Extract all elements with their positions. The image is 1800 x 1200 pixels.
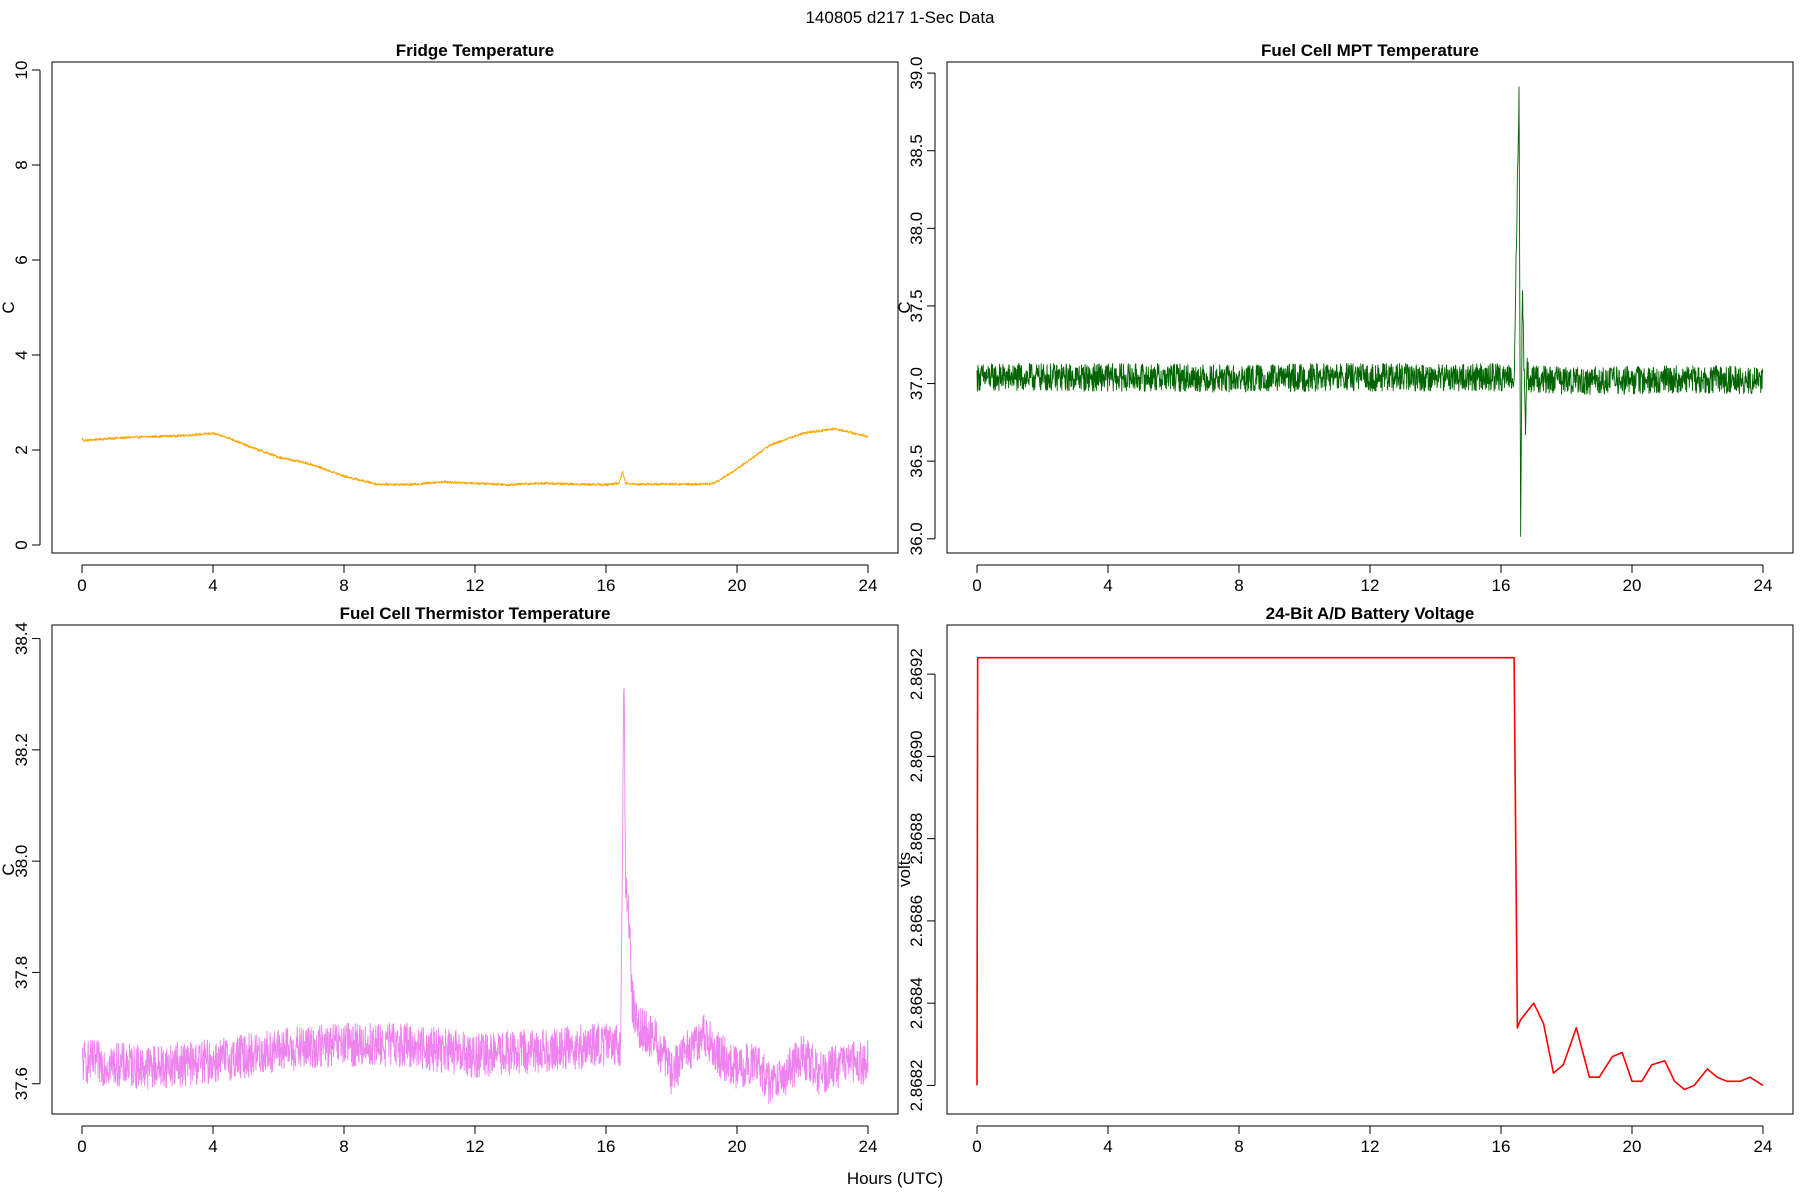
series-line [976, 86, 1764, 537]
series-line [81, 687, 869, 1104]
y-axis-label: C [0, 863, 18, 875]
y-tick-label: 10 [12, 61, 31, 80]
y-tick-label: 37.6 [12, 1067, 31, 1100]
chart-panel: Fuel Cell Thermistor Temperature 0 4 8 12 16 2… [0, 604, 899, 1156]
y-tick-label: 39.0 [907, 57, 926, 90]
y-tick-label: 37.5 [907, 289, 926, 322]
x-tick-label: 20 [1623, 576, 1642, 595]
y-tick-label: 38.4 [12, 622, 31, 655]
series-line [81, 427, 869, 487]
x-tick-label: 4 [208, 576, 217, 595]
y-tick-label: 4 [12, 350, 31, 359]
x-tick-label: 12 [466, 576, 485, 595]
x-tick-label: 4 [1103, 576, 1112, 595]
x-tick-label: 16 [597, 576, 616, 595]
x-tick-label: 24 [1754, 576, 1773, 595]
y-tick-label: 2.8688 [907, 813, 926, 865]
x-tick-label: 12 [1361, 576, 1380, 595]
y-tick-label: 2.8690 [907, 730, 926, 782]
plot-frame [946, 624, 1794, 1115]
plot-frame [946, 61, 1794, 554]
x-tick-label: 0 [77, 576, 86, 595]
x-tick-label: 16 [1492, 576, 1511, 595]
x-tick-label: 0 [77, 1137, 86, 1156]
y-axis-label: C [0, 301, 18, 313]
y-axis-label: C [895, 301, 914, 313]
x-tick-label: 24 [1754, 1137, 1773, 1156]
x-tick-label: 16 [1492, 1137, 1511, 1156]
y-tick-label: 2.8686 [907, 895, 926, 947]
y-tick-label: 37.8 [12, 956, 31, 989]
y-tick-label: 8 [12, 160, 31, 169]
chart-title: Fridge Temperature [396, 41, 554, 60]
x-tick-label: 20 [728, 1137, 747, 1156]
x-tick-label: 12 [1361, 1137, 1380, 1156]
x-tick-label: 24 [859, 1137, 878, 1156]
y-tick-label: 36.0 [907, 522, 926, 555]
x-tick-label: 4 [1103, 1137, 1112, 1156]
plot-frame [51, 624, 899, 1115]
y-tick-label: 2.8682 [907, 1059, 926, 1111]
x-tick-label: 8 [339, 1137, 348, 1156]
chart-panel: 24-Bit A/D Battery Voltage 0 4 8 12 16 20 24 2.8… [895, 604, 1794, 1156]
plot-frame [51, 61, 899, 554]
chart-title: Fuel Cell Thermistor Temperature [340, 604, 611, 623]
y-tick-label: 38.5 [907, 134, 926, 167]
x-tick-label: 20 [728, 576, 747, 595]
y-tick-label: 2.8684 [907, 977, 926, 1029]
chart-title: 24-Bit A/D Battery Voltage [1266, 604, 1475, 623]
x-tick-label: 8 [339, 576, 348, 595]
y-tick-label: 2.8692 [907, 648, 926, 700]
shared-x-axis-label: Hours (UTC) [847, 1169, 943, 1188]
x-tick-label: 8 [1234, 576, 1243, 595]
x-tick-label: 4 [208, 1137, 217, 1156]
y-tick-label: 36.5 [907, 445, 926, 478]
x-tick-label: 0 [972, 576, 981, 595]
x-tick-label: 24 [859, 576, 878, 595]
y-tick-label: 38.0 [907, 212, 926, 245]
y-tick-label: 0 [12, 540, 31, 549]
series-line [976, 656, 1764, 1091]
y-tick-label: 6 [12, 255, 31, 264]
y-tick-label: 37.0 [907, 367, 926, 400]
figure-title: 140805 d217 1-Sec Data [805, 8, 995, 27]
x-tick-label: 16 [597, 1137, 616, 1156]
x-tick-label: 8 [1234, 1137, 1243, 1156]
chart-panel: Fuel Cell MPT Temperature 0 4 8 12 16 20 24 36.0… [895, 41, 1794, 595]
y-axis-label: volts [895, 852, 914, 887]
x-tick-label: 20 [1623, 1137, 1642, 1156]
chart-title: Fuel Cell MPT Temperature [1261, 41, 1479, 60]
y-tick-label: 2 [12, 445, 31, 454]
x-tick-label: 12 [466, 1137, 485, 1156]
y-tick-label: 38.0 [12, 845, 31, 878]
x-tick-label: 0 [972, 1137, 981, 1156]
y-tick-label: 38.2 [12, 733, 31, 766]
